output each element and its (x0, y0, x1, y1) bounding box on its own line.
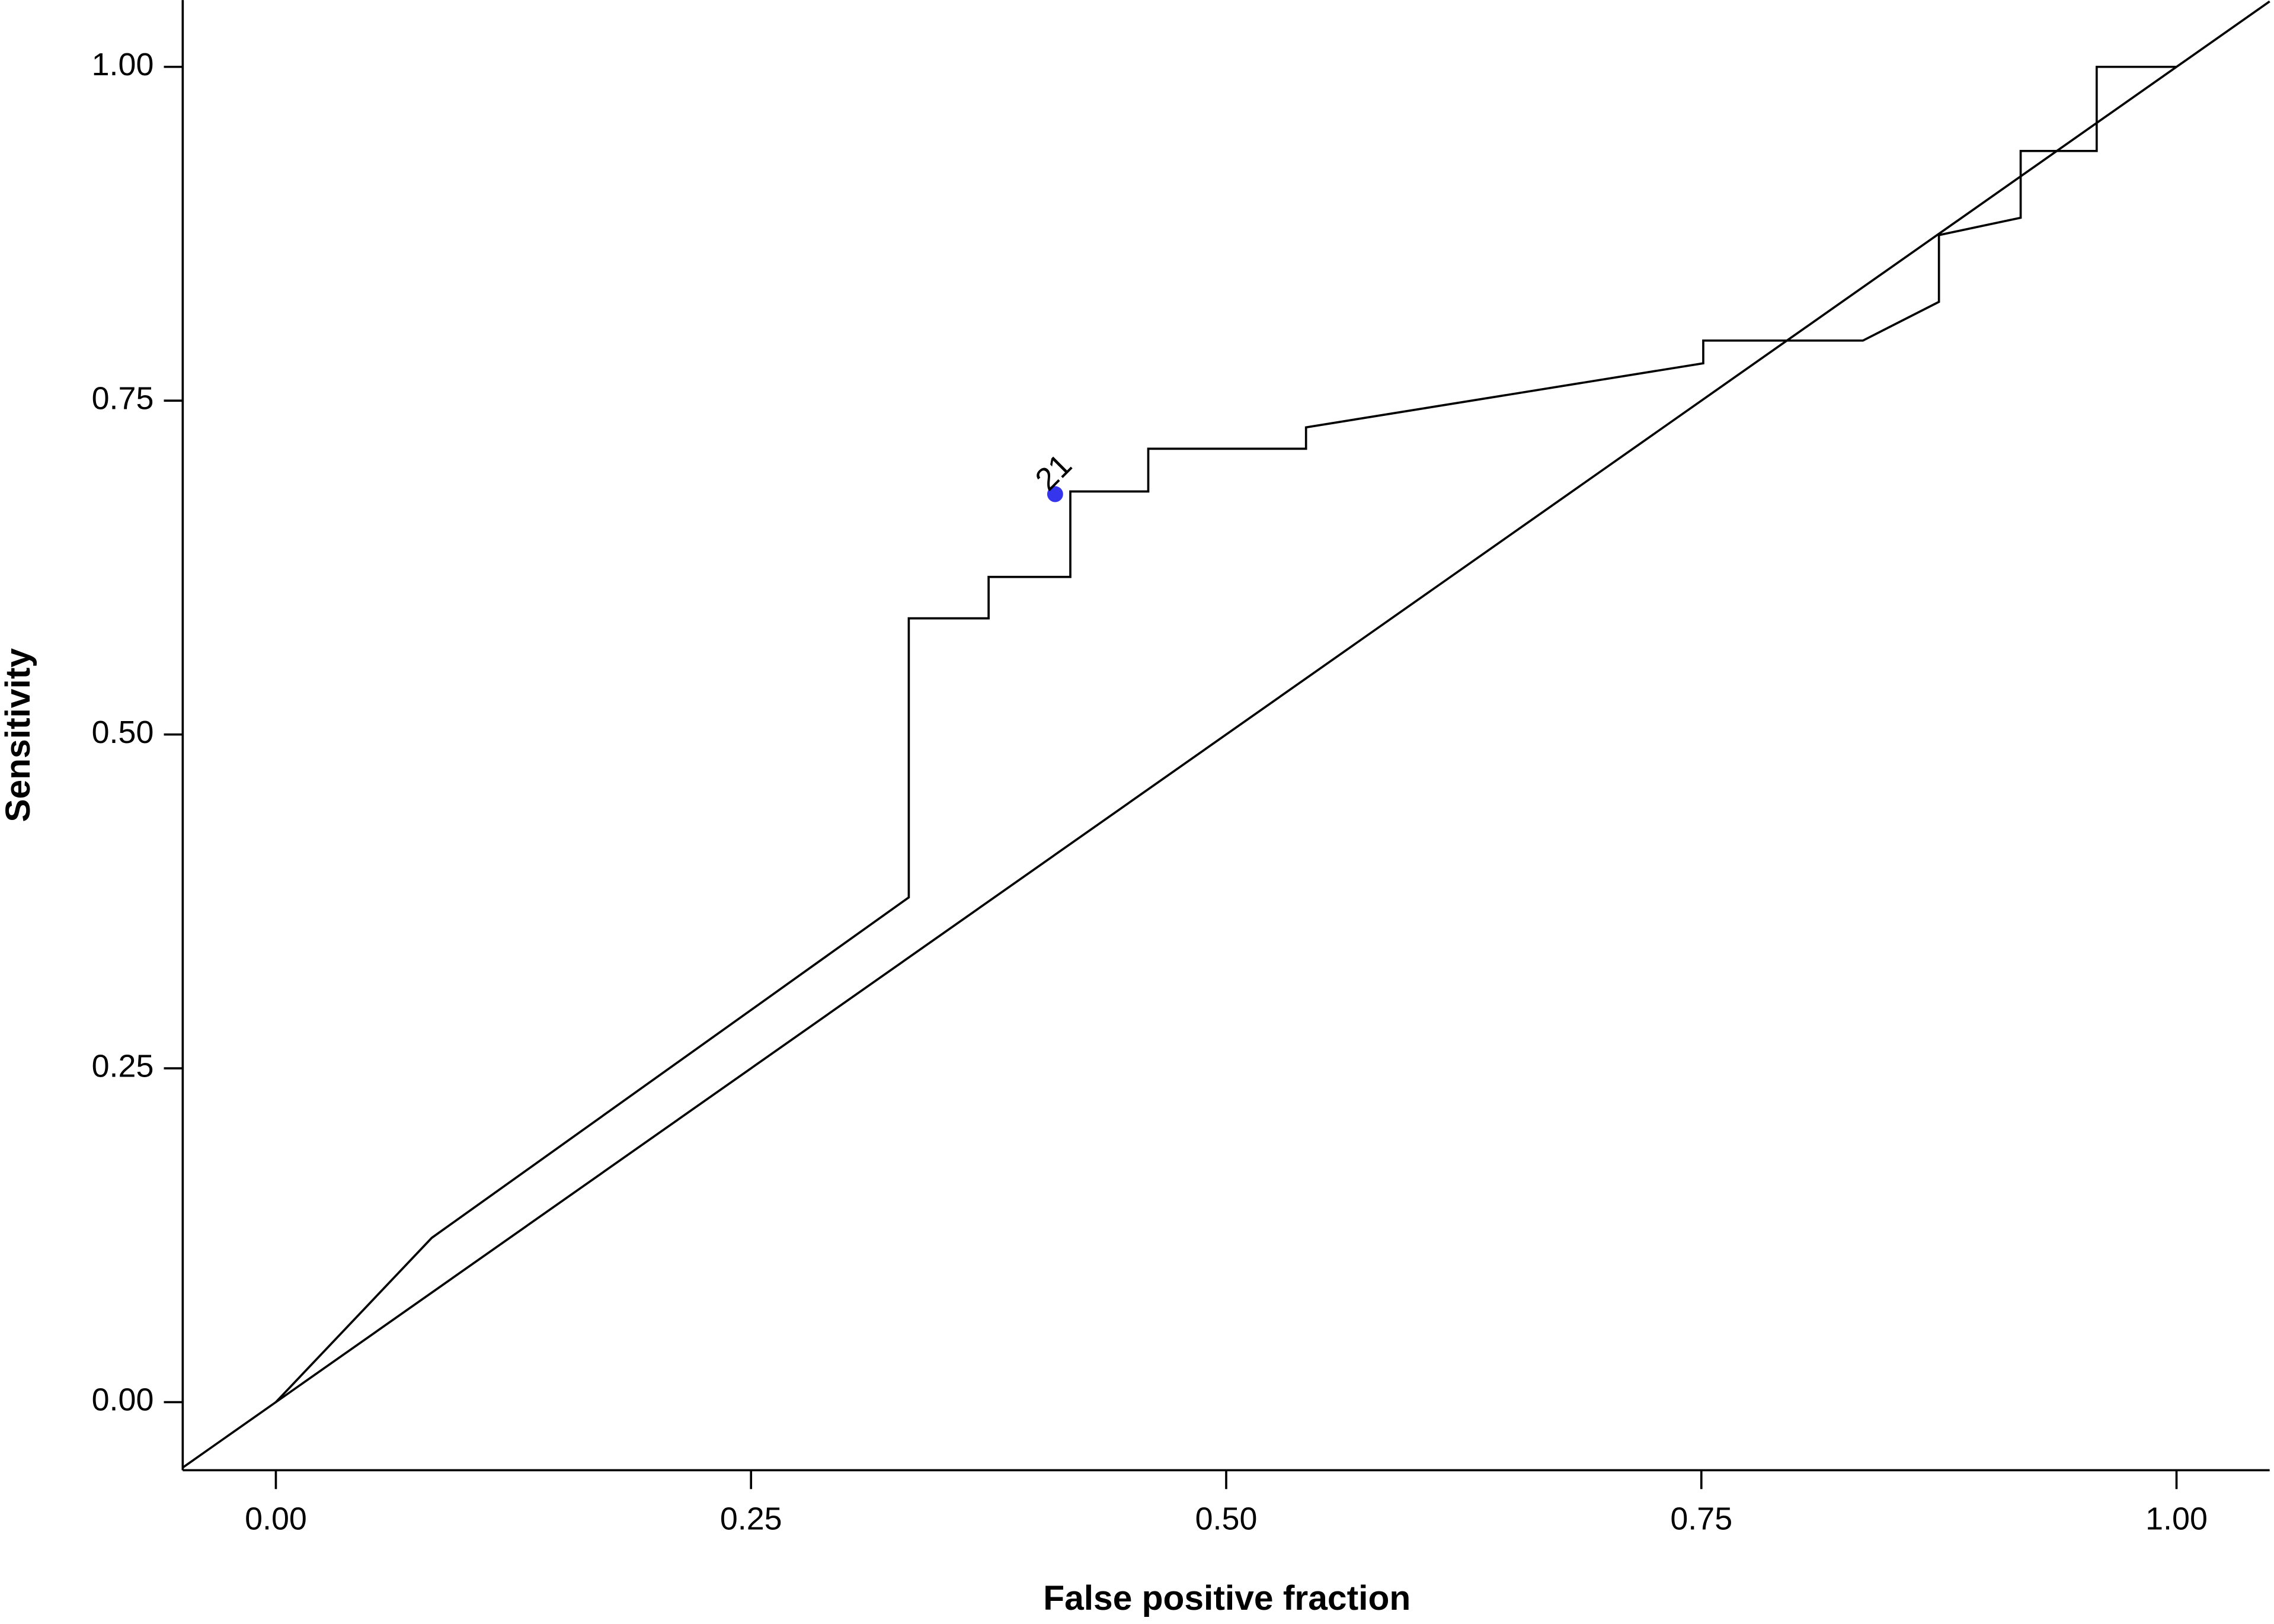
x-tick-label: 1.00 (2145, 1501, 2208, 1536)
highlight-point (1047, 486, 1063, 502)
y-tick-label: 0.00 (92, 1382, 154, 1418)
x-tick-label: 0.00 (245, 1501, 307, 1536)
x-tick-label: 0.75 (1670, 1501, 1732, 1536)
y-tick-label: 1.00 (92, 47, 154, 82)
y-tick-label: 0.75 (92, 380, 154, 416)
y-tick-label: 0.25 (92, 1048, 154, 1084)
x-tick-label: 0.25 (720, 1501, 782, 1536)
y-tick-label: 0.50 (92, 715, 154, 750)
x-axis-title: False positive fraction (1043, 1579, 1411, 1617)
reference-diagonal (182, 0, 2270, 1469)
y-axis-title: Sensitivity (0, 648, 37, 822)
roc-curve (275, 65, 2177, 1403)
x-tick-label: 0.50 (1195, 1501, 1258, 1536)
